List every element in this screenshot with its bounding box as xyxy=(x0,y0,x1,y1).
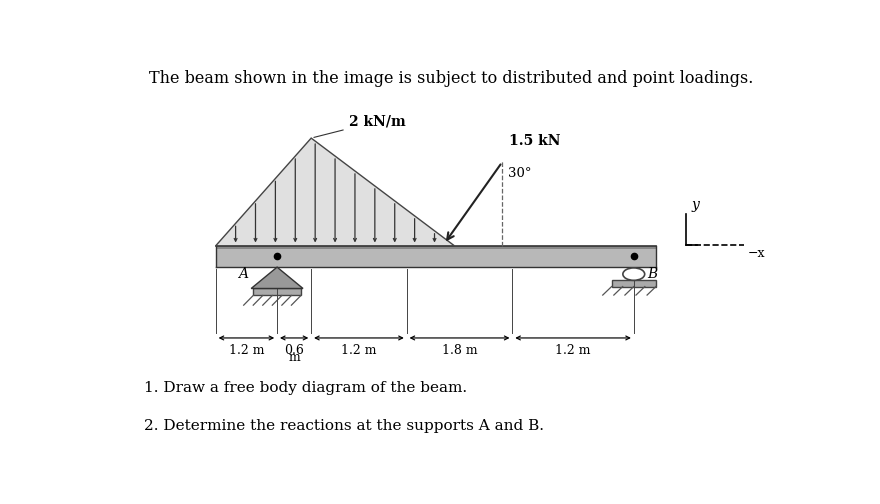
Text: 1. Draw a free body diagram of the beam.: 1. Draw a free body diagram of the beam. xyxy=(144,381,467,395)
Text: 2 kN/m: 2 kN/m xyxy=(314,114,406,138)
Bar xyxy=(216,246,656,249)
Text: The beam shown in the image is subject to distributed and point loadings.: The beam shown in the image is subject t… xyxy=(149,70,753,87)
Circle shape xyxy=(623,268,645,280)
Text: 1.2 m: 1.2 m xyxy=(229,344,264,357)
Polygon shape xyxy=(216,138,454,246)
Text: 1.2 m: 1.2 m xyxy=(555,344,590,357)
Text: m: m xyxy=(289,351,300,364)
Text: 1.5 kN: 1.5 kN xyxy=(509,134,561,148)
Text: 0.6: 0.6 xyxy=(284,344,304,357)
Polygon shape xyxy=(251,267,303,288)
Bar xyxy=(216,246,656,267)
Bar xyxy=(253,288,301,295)
Text: B: B xyxy=(648,267,657,281)
Text: 30°: 30° xyxy=(508,167,532,180)
Text: −x: −x xyxy=(748,247,766,260)
Text: y: y xyxy=(692,198,700,212)
Bar xyxy=(612,280,656,287)
Text: A: A xyxy=(238,267,248,281)
Text: 1.8 m: 1.8 m xyxy=(442,344,477,357)
Text: 2. Determine the reactions at the supports A and B.: 2. Determine the reactions at the suppor… xyxy=(144,419,544,433)
Text: 1.2 m: 1.2 m xyxy=(341,344,377,357)
